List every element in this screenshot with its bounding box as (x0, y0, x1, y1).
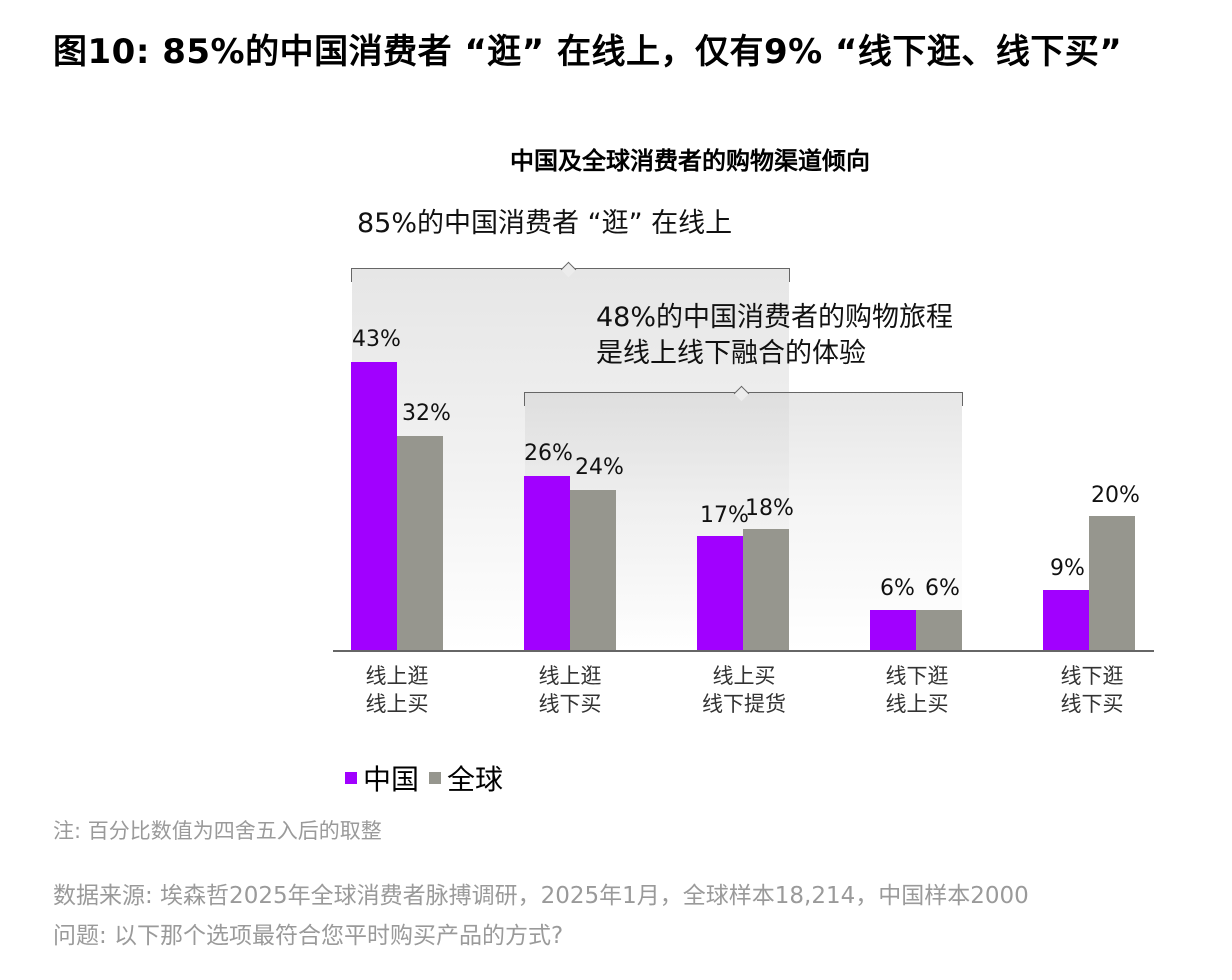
figure-title: 图10: 85%的中国消费者 “逛” 在线上，仅有9% “线下逛、线下买” (53, 32, 1123, 72)
bar-global-2 (743, 529, 789, 650)
category-label-line: 线上逛 (538, 664, 602, 688)
category-label-line: 线上买 (712, 664, 776, 688)
category-label-2: 线上买 线下提货 (674, 662, 814, 718)
legend-label-china: 中国 (363, 763, 420, 796)
category-label-line: 线下逛 (885, 664, 949, 688)
value-label-china-2: 17% (700, 503, 749, 528)
value-label-global-3: 6% (925, 576, 960, 601)
bar-china-0 (351, 362, 397, 650)
category-label-line: 线下提货 (702, 692, 786, 716)
bar-china-2 (697, 536, 743, 650)
value-label-china-1: 26% (524, 441, 573, 466)
legend: 中国 全球 (345, 758, 513, 798)
bar-global-4 (1089, 516, 1135, 650)
category-label-4: 线下逛 线下买 (1022, 662, 1162, 718)
annotation-online-browse: 85%的中国消费者 “逛” 在线上 (357, 208, 733, 239)
category-label-line: 线下买 (1060, 692, 1124, 716)
bar-global-1 (570, 490, 616, 650)
value-label-global-2: 18% (745, 496, 794, 521)
annotation-omnichannel-line-2: 是线上线下融合的体验 (596, 338, 866, 369)
value-label-china-3: 6% (880, 576, 915, 601)
legend-swatch-china-icon (345, 772, 357, 784)
bar-global-0 (397, 436, 443, 650)
category-label-0: 线上逛 线上买 (327, 662, 467, 718)
footnote-rounding: 注: 百分比数值为四舍五入后的取整 (53, 819, 382, 843)
category-label-line: 线下逛 (1060, 664, 1124, 688)
x-axis-line (333, 650, 1154, 652)
category-label-3: 线下逛 线上买 (847, 662, 987, 718)
value-label-china-4: 9% (1050, 556, 1085, 581)
category-label-1: 线上逛 线下买 (500, 662, 640, 718)
bar-china-3 (870, 610, 916, 650)
chart-title: 中国及全球消费者的购物渠道倾向 (510, 147, 870, 175)
footnote-source: 数据来源: 埃森哲2025年全球消费者脉搏调研，2025年1月，全球样本18,2… (53, 883, 1029, 909)
category-label-line: 线上买 (885, 692, 949, 716)
value-label-china-0: 43% (352, 327, 401, 352)
legend-swatch-global-icon (429, 772, 442, 784)
legend-label-global: 全球 (447, 763, 504, 796)
annotation-omnichannel-line-1: 48%的中国消费者的购物旅程 (596, 302, 954, 333)
bar-global-3 (916, 610, 962, 650)
bar-china-4 (1043, 590, 1089, 650)
value-label-global-0: 32% (402, 401, 451, 426)
annotation-omnichannel: 48%的中国消费者的购物旅程 是线上线下融合的体验 (596, 300, 953, 372)
bar-china-1 (524, 476, 570, 650)
legend-item-china: 中国 (345, 758, 419, 798)
category-label-line: 线上逛 (365, 664, 429, 688)
legend-item-global: 全球 (429, 758, 503, 798)
category-label-line: 线下买 (538, 692, 602, 716)
value-label-global-4: 20% (1091, 483, 1140, 508)
footnote-question: 问题: 以下那个选项最符合您平时购买产品的方式? (53, 923, 564, 949)
category-label-line: 线上买 (365, 692, 429, 716)
value-label-global-1: 24% (575, 455, 624, 480)
